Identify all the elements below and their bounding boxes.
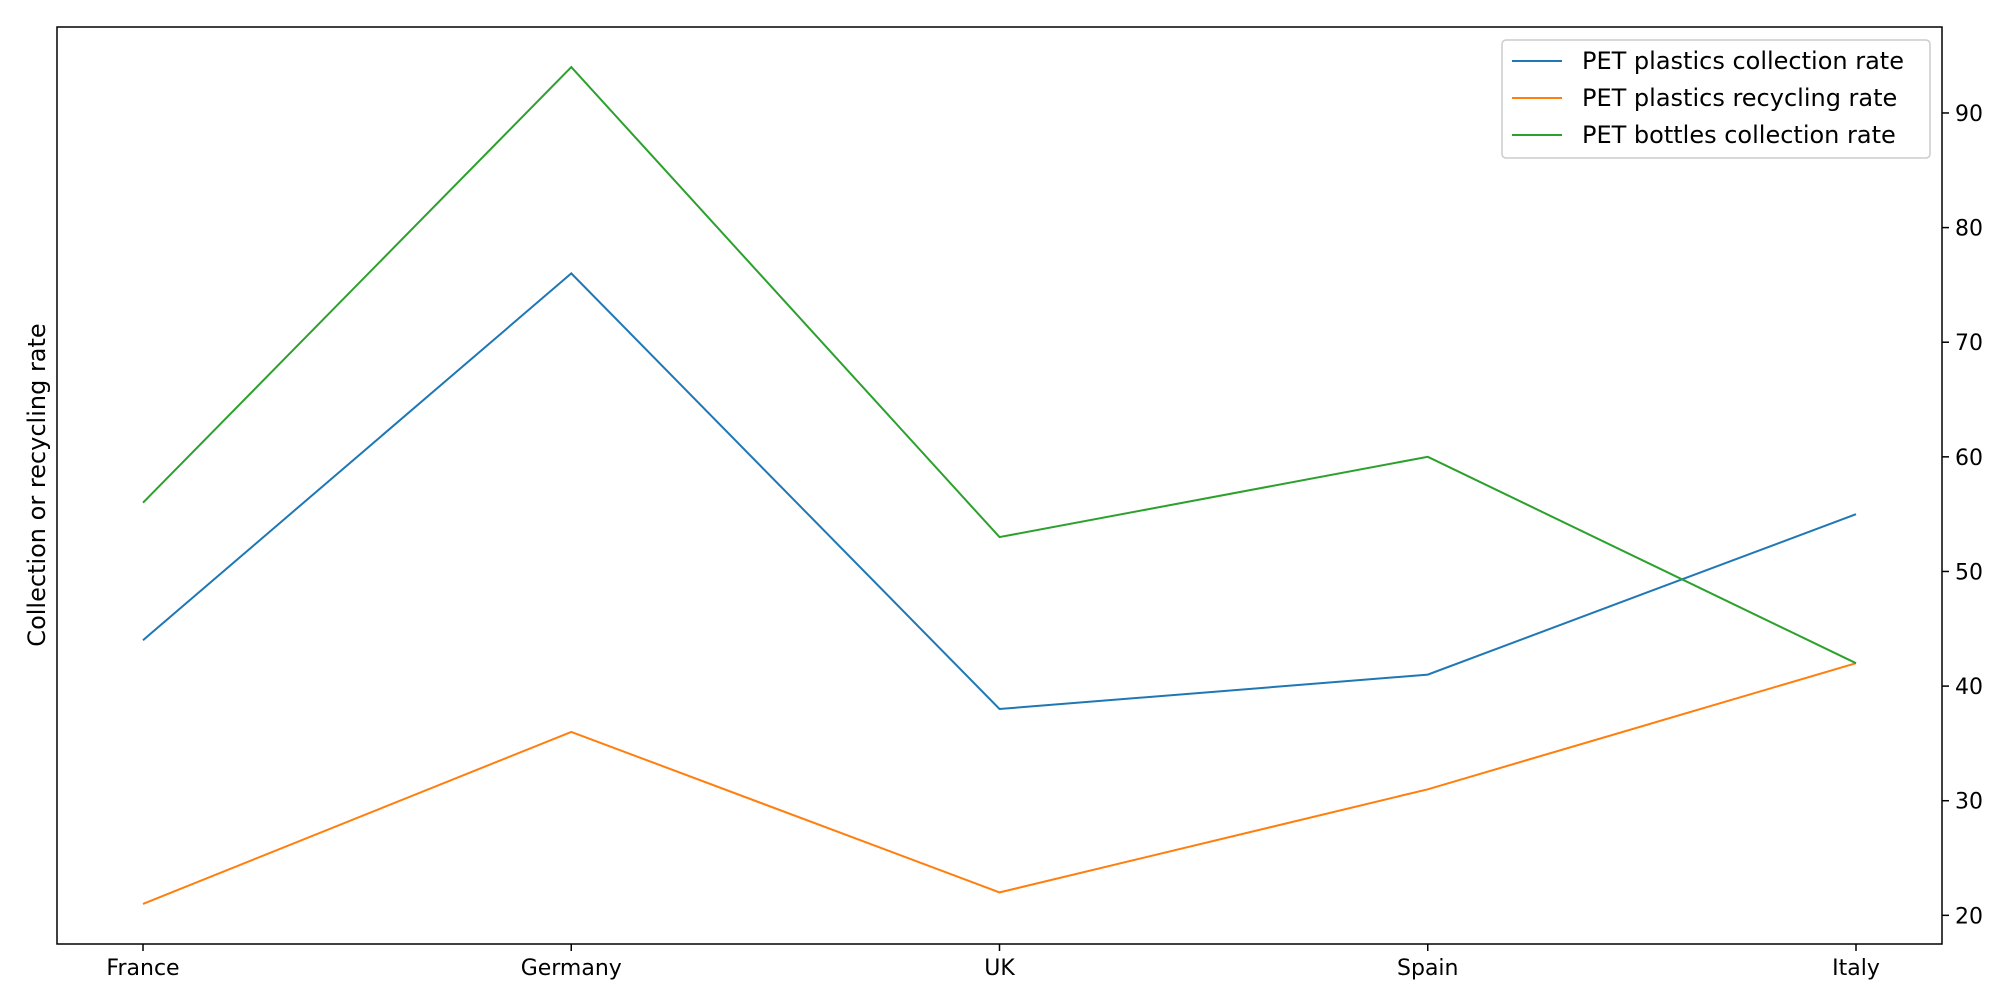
y-tick-label: 50 bbox=[1955, 560, 1983, 585]
y-tick-label: 70 bbox=[1955, 331, 1983, 356]
y-tick-label: 30 bbox=[1955, 790, 1983, 815]
x-tick-label: France bbox=[106, 956, 179, 981]
y-tick-label: 20 bbox=[1955, 904, 1983, 929]
legend-label: PET bottles collection rate bbox=[1582, 121, 1896, 149]
legend-box bbox=[1501, 39, 1931, 159]
legend-label: PET plastics recycling rate bbox=[1582, 84, 1897, 112]
series-line-3 bbox=[142, 65, 1857, 665]
series-line-2 bbox=[142, 662, 1857, 905]
x-tick-label: Germany bbox=[521, 956, 622, 981]
legend-label: PET plastics collection rate bbox=[1582, 47, 1904, 75]
x-tick-label: Italy bbox=[1832, 956, 1880, 981]
y-tick-label: 60 bbox=[1955, 446, 1983, 471]
plot-frame bbox=[56, 26, 1943, 945]
y-tick-label: 40 bbox=[1955, 675, 1983, 700]
y-tick-label: 80 bbox=[1955, 217, 1983, 242]
legend: PET plastics collection rate PET plastics… bbox=[1501, 39, 1931, 159]
series-layer bbox=[142, 65, 1857, 905]
series-line-1 bbox=[142, 272, 1857, 711]
x-tick-label: UK bbox=[984, 956, 1015, 981]
axes: France Germany UK Spain Italy 20 30 40 50 60 70 80 9… bbox=[56, 26, 1983, 981]
x-tick-label: Spain bbox=[1397, 956, 1458, 981]
y-tick-label: 90 bbox=[1955, 102, 1983, 127]
y-axis-label: Collection or recycling rate bbox=[23, 323, 51, 646]
